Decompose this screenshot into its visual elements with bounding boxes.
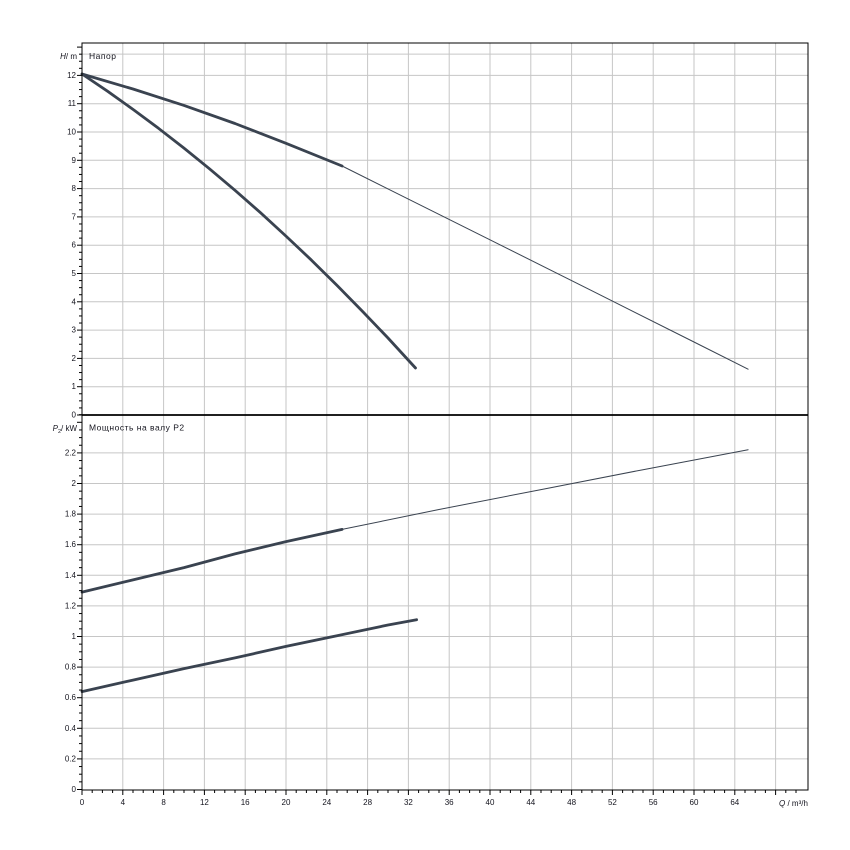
x-tick-label: 24 xyxy=(322,798,331,807)
head-curve-max-speed-extension xyxy=(341,165,749,370)
head-y-tick-label: 0 xyxy=(72,411,77,420)
power-y-tick-label: 1.6 xyxy=(65,540,77,549)
power-y-tick-label: 2 xyxy=(72,479,77,488)
power-panel-title: Мощность на валу P2 xyxy=(89,423,185,433)
x-tick-label: 32 xyxy=(404,798,413,807)
x-tick-label: 20 xyxy=(282,798,291,807)
x-tick-label: 56 xyxy=(649,798,658,807)
head-axis-unit-label: H/ m xyxy=(60,52,77,61)
power-curve-max-speed xyxy=(80,528,344,594)
x-tick-label: 48 xyxy=(567,798,576,807)
power-y-tick-label: 0.8 xyxy=(65,663,77,672)
x-tick-label: 52 xyxy=(608,798,617,807)
head-curve-min-speed xyxy=(80,72,417,370)
power-y-tick-label: 1.2 xyxy=(65,601,77,610)
x-tick-label: 16 xyxy=(241,798,250,807)
head-y-tick-label: 11 xyxy=(68,99,77,108)
head-panel-title: Напор xyxy=(89,51,116,61)
power-y-tick-label: 0.6 xyxy=(65,693,77,702)
x-tick-label: 64 xyxy=(730,798,739,807)
power-curves xyxy=(80,449,749,693)
power-y-tick-label: 0 xyxy=(72,785,77,794)
power-curve-min-speed xyxy=(80,618,418,693)
x-tick-label: 60 xyxy=(690,798,699,807)
axes xyxy=(81,42,809,791)
head-curves xyxy=(80,72,749,370)
head-y-tick-label: 10 xyxy=(67,128,76,137)
power-y-tick-label: 1.8 xyxy=(65,510,77,519)
power-y-tick-label: 1 xyxy=(72,632,77,641)
power-y-tick-label: 0.2 xyxy=(65,754,77,763)
x-tick-label: 8 xyxy=(161,798,166,807)
head-y-tick-label: 3 xyxy=(72,326,77,335)
head-y-tick-label: 1 xyxy=(72,382,77,391)
flow-axis-unit-label: Q / m³/h xyxy=(779,799,808,808)
x-tick-label: 0 xyxy=(80,798,85,807)
head-y-tick-label: 7 xyxy=(72,212,77,221)
x-tick-label: 40 xyxy=(486,798,495,807)
head-y-tick-label: 12 xyxy=(67,71,76,80)
tick-labels: 0 4 8 12 16 20 24 28 32 36 40 44 48 52 56 60 64012345678… xyxy=(53,51,808,808)
head-curve-max-speed xyxy=(80,72,344,168)
head-y-tick-label: 6 xyxy=(72,241,77,250)
x-tick-label: 36 xyxy=(445,798,454,807)
x-tick-label: 4 xyxy=(121,798,126,807)
power-y-tick-label: 0.4 xyxy=(65,724,77,733)
head-y-tick-label: 2 xyxy=(72,354,77,363)
axis-ticks xyxy=(77,46,797,795)
x-tick-label: 28 xyxy=(363,798,372,807)
head-y-tick-label: 4 xyxy=(72,297,77,306)
head-y-tick-label: 5 xyxy=(72,269,77,278)
power-y-tick-label: 2.2 xyxy=(65,448,77,457)
x-tick-label: 44 xyxy=(526,798,535,807)
chart-border xyxy=(81,42,809,791)
head-y-tick-label: 9 xyxy=(72,156,77,165)
grid-lines xyxy=(82,43,808,790)
power-y-tick-label: 1.4 xyxy=(65,571,77,580)
power-axis-unit-label: P2/ kW xyxy=(53,424,78,435)
head-y-tick-label: 8 xyxy=(72,184,77,193)
power-curve-max-speed-extension xyxy=(341,449,749,530)
x-tick-label: 12 xyxy=(200,798,209,807)
